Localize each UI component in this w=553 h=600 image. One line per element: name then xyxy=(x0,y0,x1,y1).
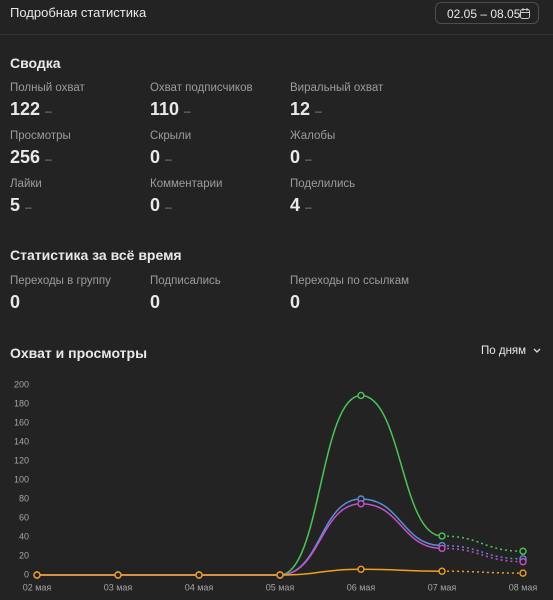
period: По дням xyxy=(481,345,527,357)
stat-label: Переходы по ссылкам xyxy=(290,275,410,287)
y-tick-label: 0 xyxy=(24,569,29,579)
section-title: Сводка xyxy=(10,55,61,71)
date-range: 02.05 – 08.05 xyxy=(447,7,521,21)
stat-trend: – xyxy=(305,152,312,166)
stat-trend: – xyxy=(45,152,52,166)
x-tick-label: 08 мая xyxy=(509,582,538,592)
stat-label: Жалобы xyxy=(290,130,336,142)
data-point xyxy=(438,544,446,553)
section-title: Охват и просмотры xyxy=(10,345,148,361)
data-point xyxy=(519,569,527,577)
x-tick-label: 07 мая xyxy=(428,582,457,592)
data-point xyxy=(114,571,122,579)
stat-trend: – xyxy=(184,104,191,118)
x-tick-label: 04 мая xyxy=(185,582,214,592)
stat-trend: – xyxy=(315,104,322,118)
x-tick-label: 06 мая xyxy=(347,582,376,592)
stat-trend: – xyxy=(165,152,172,166)
calendar-icon xyxy=(520,8,530,19)
stat-label: Скрыли xyxy=(150,130,192,142)
stat-value: 110– xyxy=(150,99,191,119)
x-tick-label: 02 мая xyxy=(23,582,52,592)
stat-label: Виральный охват xyxy=(290,82,384,94)
stat-label: Комментарии xyxy=(150,178,223,190)
divider xyxy=(0,34,553,35)
stat-value: 0 xyxy=(290,292,301,312)
x-tick-label: 03 мая xyxy=(104,582,133,592)
series-line xyxy=(37,498,443,576)
stat-trend: – xyxy=(45,104,52,118)
chevron-icon xyxy=(533,348,541,353)
y-tick-label: 60 xyxy=(19,512,29,522)
stat-value: 0 xyxy=(150,292,161,312)
series-line xyxy=(37,502,443,576)
data-point xyxy=(438,532,446,540)
series-line xyxy=(37,394,443,576)
y-tick-label: 200 xyxy=(14,379,29,389)
page-title: Подробная статистика xyxy=(10,5,147,20)
period-select[interactable]: По дням xyxy=(481,345,541,357)
y-tick-label: 100 xyxy=(14,474,29,484)
y-tick-label: 160 xyxy=(14,417,29,427)
stat-trend: – xyxy=(25,200,32,214)
y-tick-label: 140 xyxy=(14,436,29,446)
data-point xyxy=(195,571,203,579)
y-tick-label: 40 xyxy=(19,531,29,541)
stat-value: 5– xyxy=(10,195,32,215)
data-point xyxy=(519,547,527,555)
stat-trend: – xyxy=(165,200,172,214)
data-point xyxy=(33,571,41,579)
stat-value: 122– xyxy=(10,99,52,119)
stat-trend: – xyxy=(305,200,312,214)
stat-label: Подписались xyxy=(150,275,221,287)
stat-value: 0– xyxy=(150,147,172,167)
stat-label: Полный охват xyxy=(10,82,85,94)
stat-value: 0– xyxy=(290,147,312,167)
y-tick-label: 120 xyxy=(14,455,29,465)
stat-label: Охват подписчиков xyxy=(150,82,253,94)
stat-label: Просмотры xyxy=(10,130,71,142)
y-tick-label: 180 xyxy=(14,398,29,408)
x-tick-label: 05 мая xyxy=(266,582,295,592)
data-point xyxy=(276,571,284,579)
stat-value: 12– xyxy=(290,99,322,119)
series-line xyxy=(441,544,524,560)
data-point xyxy=(357,500,365,508)
series-line xyxy=(441,547,524,563)
y-tick-label: 20 xyxy=(19,550,29,560)
date-range-button[interactable]: 02.05 – 08.05 xyxy=(435,2,539,24)
chart: 0 20 40 60 80 100 120 140 160 180 200 02 мая 03 мая 0… xyxy=(14,379,538,592)
stat-value: 0– xyxy=(150,195,172,215)
data-point xyxy=(438,567,446,575)
y-tick-label: 80 xyxy=(19,493,29,503)
data-point xyxy=(519,557,527,566)
stat-value: 256– xyxy=(10,147,52,167)
stat-label: Лайки xyxy=(10,178,42,190)
stat-value: 4– xyxy=(290,195,312,215)
data-point xyxy=(357,565,365,574)
section-title: Статистика за всё время xyxy=(10,247,182,263)
stat-label: Поделились xyxy=(290,178,356,190)
series-line xyxy=(37,568,443,576)
stat-value: 0 xyxy=(10,292,21,312)
series-line xyxy=(441,535,524,552)
data-point xyxy=(357,391,365,400)
stat-label: Переходы в группу xyxy=(10,275,111,287)
series-line xyxy=(441,570,524,574)
